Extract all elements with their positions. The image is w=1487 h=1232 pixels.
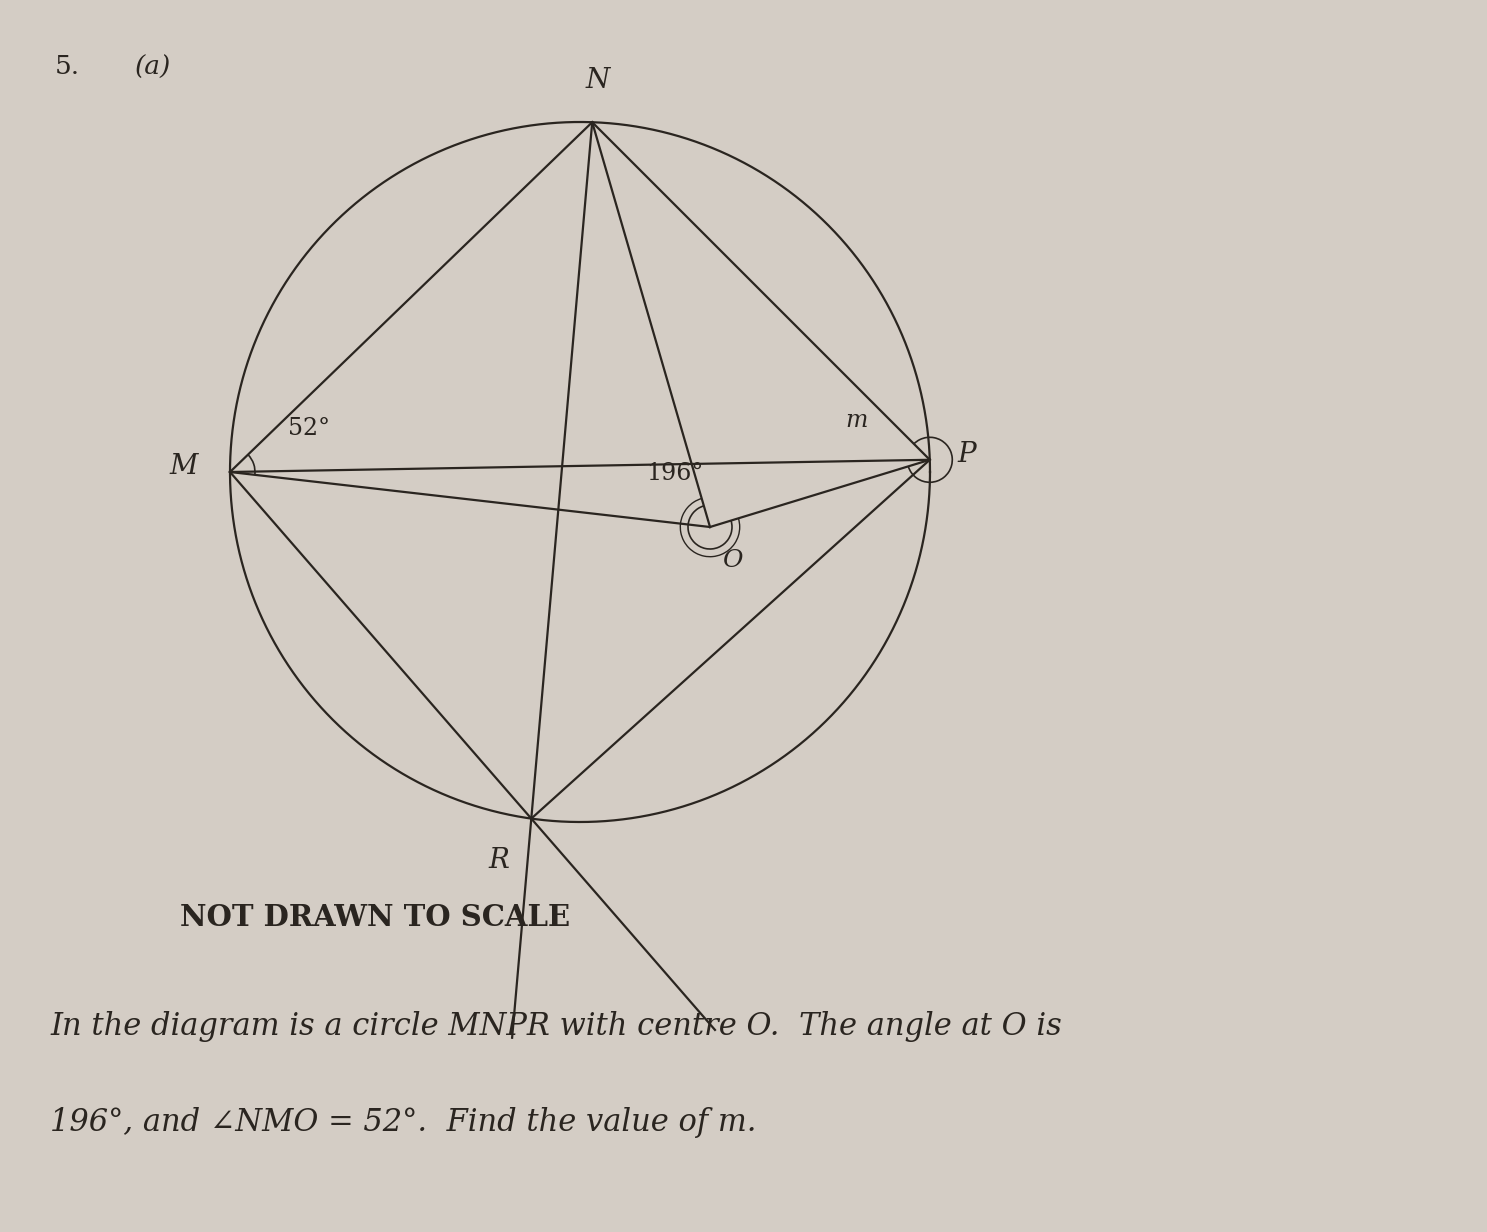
Text: 196°, and ∠NMO = 52°.  Find the value of m.: 196°, and ∠NMO = 52°. Find the value of … xyxy=(51,1106,757,1137)
Text: M: M xyxy=(170,453,198,480)
Text: P: P xyxy=(958,441,977,468)
Text: 52°: 52° xyxy=(288,416,330,440)
Text: NOT DRAWN TO SCALE: NOT DRAWN TO SCALE xyxy=(180,903,570,931)
Text: N: N xyxy=(584,68,610,94)
Text: In the diagram is a circle MNPR with centre O.  The angle at O is: In the diagram is a circle MNPR with cen… xyxy=(51,1011,1062,1042)
Text: m: m xyxy=(846,409,868,431)
Text: R: R xyxy=(489,846,510,873)
Text: 5.: 5. xyxy=(55,54,80,80)
Text: (a): (a) xyxy=(135,54,171,80)
Text: O: O xyxy=(723,549,742,572)
Text: 196°: 196° xyxy=(647,462,703,485)
